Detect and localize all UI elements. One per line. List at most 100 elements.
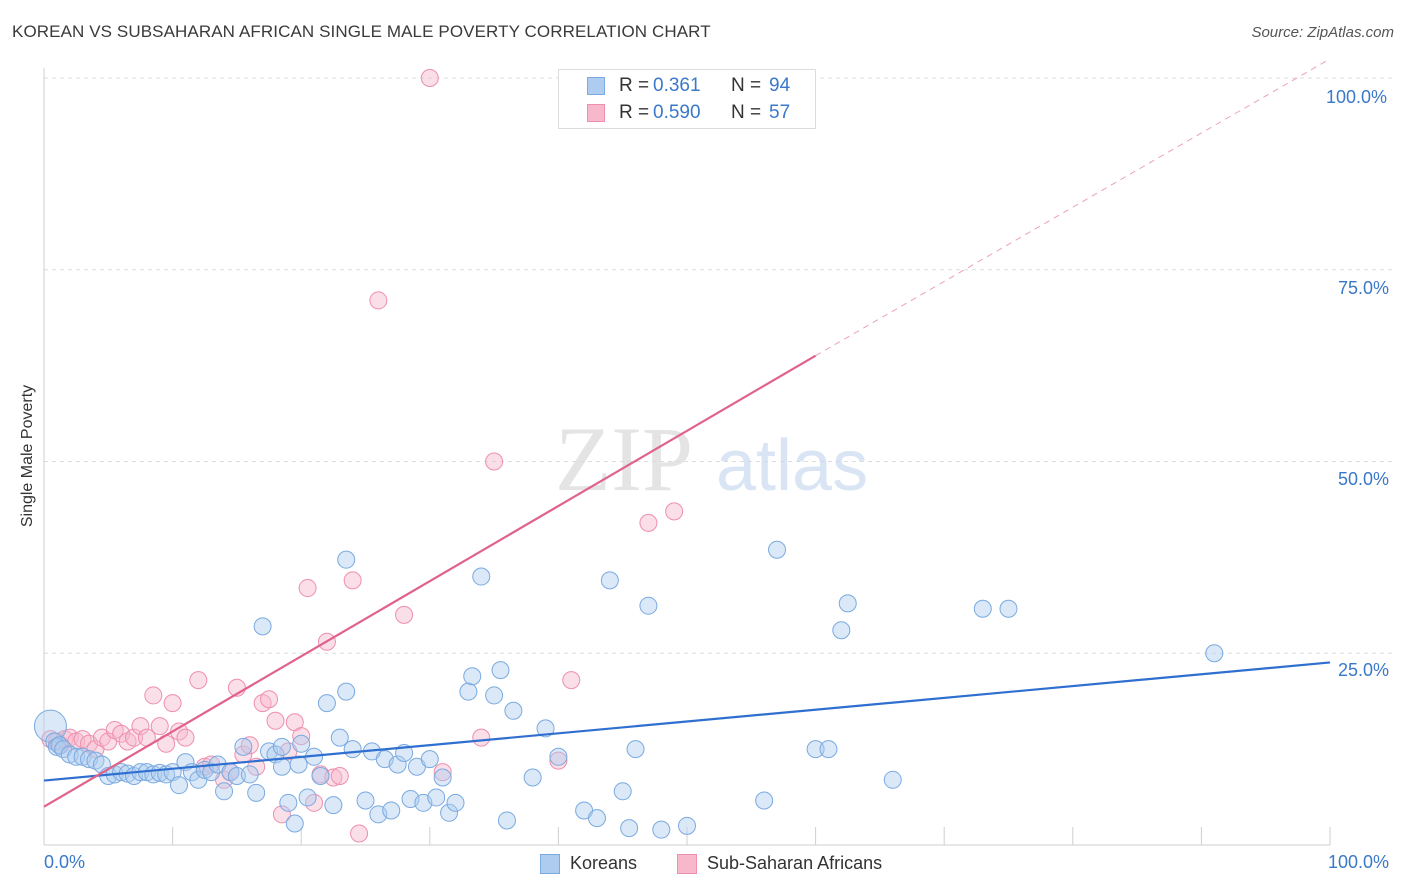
koreans-point bbox=[420, 750, 439, 769]
ssa-point bbox=[272, 805, 291, 824]
koreans-trend-line bbox=[43, 661, 1331, 782]
koreans-point bbox=[337, 550, 356, 569]
ssa-point bbox=[324, 768, 343, 787]
koreans-legend-swatch bbox=[540, 854, 560, 874]
koreans-point bbox=[973, 599, 992, 618]
koreans-swatch bbox=[587, 77, 605, 95]
koreans-point bbox=[755, 791, 774, 810]
koreans-point bbox=[317, 694, 336, 713]
ssa-point bbox=[73, 730, 92, 749]
koreans-point bbox=[202, 763, 221, 782]
koreans-point bbox=[279, 793, 298, 812]
koreans-point bbox=[472, 567, 491, 586]
ssa-point bbox=[369, 291, 388, 310]
koreans-point bbox=[536, 719, 555, 738]
n-label: N = bbox=[731, 75, 762, 96]
ssa-point bbox=[298, 579, 317, 598]
koreans-point bbox=[298, 788, 317, 807]
koreans-point bbox=[382, 801, 401, 820]
koreans-point bbox=[311, 766, 330, 785]
trend-lines bbox=[43, 58, 1331, 808]
koreans-point bbox=[620, 819, 639, 838]
y-tick-label-100: 100.0% bbox=[1326, 87, 1388, 107]
koreans-point bbox=[253, 617, 272, 636]
stats-legend: R = 0.361 N = 94 R = 0.590 N = 57 bbox=[558, 69, 816, 129]
koreans-point bbox=[639, 596, 658, 615]
koreans-point bbox=[234, 737, 253, 756]
y-tick-label-25: 25.0% bbox=[1338, 660, 1390, 680]
koreans-point bbox=[440, 803, 459, 822]
grid-lines bbox=[44, 77, 1392, 654]
koreans-point bbox=[768, 540, 787, 559]
ssa-point bbox=[350, 824, 369, 843]
koreans-point bbox=[427, 788, 446, 807]
n-value: 57 bbox=[769, 102, 791, 123]
koreans-point bbox=[652, 820, 671, 839]
koreans-point bbox=[446, 793, 465, 812]
koreans-point bbox=[587, 809, 606, 828]
r-value: 0.590 bbox=[653, 102, 701, 123]
koreans-point bbox=[289, 755, 308, 774]
koreans-point bbox=[806, 740, 825, 759]
ssa-point bbox=[433, 763, 452, 782]
koreans-point bbox=[170, 776, 189, 795]
ssa-point bbox=[266, 711, 285, 730]
koreans-point bbox=[999, 599, 1018, 618]
ssa-point bbox=[189, 671, 208, 690]
koreans-point bbox=[227, 766, 246, 785]
ssa-point bbox=[665, 502, 684, 521]
ssa-point bbox=[343, 571, 362, 590]
ssa-trend-extension bbox=[815, 58, 1331, 357]
koreans-point bbox=[324, 796, 343, 815]
koreans-point bbox=[337, 682, 356, 701]
ssa-point bbox=[260, 690, 279, 709]
koreans-point bbox=[433, 768, 452, 787]
koreans-point bbox=[485, 686, 504, 705]
ssa-point bbox=[639, 513, 658, 532]
ssa-swatch bbox=[587, 104, 605, 122]
axes bbox=[43, 68, 1331, 846]
koreans-point bbox=[272, 737, 291, 756]
koreans-point bbox=[356, 791, 375, 810]
stats-row-ssa: R = 0.590 N = 57 bbox=[559, 101, 815, 127]
n-label: N = bbox=[731, 102, 762, 123]
koreans-point bbox=[678, 816, 696, 835]
koreans-point bbox=[497, 811, 516, 830]
ssa-point bbox=[549, 751, 568, 770]
ssa-point bbox=[420, 69, 439, 87]
ssa-point bbox=[240, 736, 259, 755]
stats-row-koreans: R = 0.361 N = 94 bbox=[559, 74, 815, 100]
koreans-point bbox=[240, 765, 259, 784]
koreans-point bbox=[819, 740, 838, 759]
ssa-point bbox=[131, 717, 150, 736]
koreans-point bbox=[285, 814, 304, 833]
ssa-point bbox=[150, 717, 169, 736]
watermark-zip: ZIP bbox=[555, 408, 693, 510]
x-tick-label-min: 0.0% bbox=[44, 852, 86, 872]
koreans-point bbox=[343, 740, 362, 759]
r-value: 0.361 bbox=[653, 75, 701, 96]
legend-label-koreans: Koreans bbox=[570, 853, 638, 873]
koreans-point bbox=[600, 571, 619, 590]
ssa-trend-line bbox=[43, 354, 817, 808]
n-value: 94 bbox=[769, 75, 791, 96]
ssa-point bbox=[144, 686, 163, 705]
koreans-point bbox=[388, 755, 407, 774]
watermark-atlas: atlas bbox=[716, 426, 868, 506]
y-tick-label-50: 50.0% bbox=[1338, 469, 1390, 489]
koreans-point bbox=[523, 768, 542, 787]
koreans-point bbox=[1205, 644, 1224, 663]
ssa-point bbox=[330, 766, 349, 785]
koreans-point bbox=[272, 757, 291, 776]
koreans-point bbox=[463, 667, 482, 686]
koreans-point bbox=[215, 782, 234, 801]
ssa-point bbox=[562, 671, 581, 690]
koreans-point bbox=[838, 594, 857, 613]
ssa-point bbox=[472, 728, 491, 747]
legend-label-ssa: Sub-Saharan Africans bbox=[707, 853, 883, 873]
koreans-point bbox=[626, 740, 645, 759]
series-legend: Koreans Sub-Saharan Africans bbox=[0, 852, 1406, 878]
r-label: R = bbox=[619, 102, 650, 123]
ssa-point bbox=[395, 605, 414, 624]
